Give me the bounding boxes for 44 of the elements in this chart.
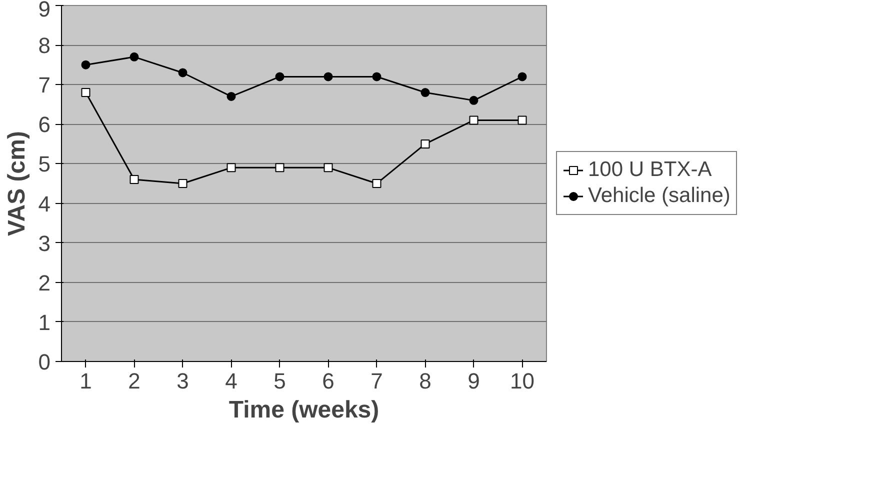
y-tick-label: 8: [38, 33, 51, 58]
y-tick-label: 9: [38, 0, 51, 22]
x-tick-label: 2: [128, 368, 140, 394]
point: [518, 116, 527, 125]
point: [372, 72, 382, 82]
point: [226, 163, 236, 172]
x-tick-label: 10: [510, 368, 534, 394]
x-tick-label: 7: [370, 368, 383, 394]
point: [324, 163, 333, 172]
y-tick-label: 2: [38, 270, 51, 296]
y-tick-label: 0: [38, 350, 51, 374]
x-tick-label: 9: [468, 368, 480, 394]
point: [372, 179, 382, 188]
y-tick-label: 4: [38, 191, 51, 216]
legend-label: Vehicle (saline): [588, 184, 730, 208]
x-tick-label: 8: [419, 368, 432, 394]
x-tick-label: 5: [274, 368, 286, 394]
point: [178, 179, 188, 188]
point: [275, 163, 284, 172]
x-tick-label: 3: [176, 368, 189, 394]
x-axis-title: Time (weeks): [228, 396, 380, 424]
x-tick-label: 1: [80, 368, 92, 394]
legend-label: 100 U BTX-A: [588, 158, 712, 182]
x-tick-label: 6: [322, 368, 334, 394]
y-tick-label: 1: [38, 310, 51, 335]
point: [420, 88, 430, 98]
point: [130, 52, 139, 62]
point: [226, 92, 236, 101]
y-tick-label: 6: [38, 112, 51, 138]
x-tick-label: 4: [225, 368, 238, 394]
y-tick-label: 5: [38, 152, 51, 177]
point: [469, 116, 478, 125]
point: [275, 72, 284, 82]
point: [420, 139, 430, 148]
y-axis-title: VAS (cm): [3, 131, 30, 236]
point: [324, 72, 333, 82]
point: [81, 88, 90, 98]
point: [178, 68, 188, 78]
y-tick-label: 3: [38, 230, 51, 256]
point: [130, 175, 139, 184]
point: [518, 72, 527, 82]
point: [81, 60, 90, 70]
point: [469, 96, 478, 105]
y-tick-label: 7: [38, 72, 51, 98]
